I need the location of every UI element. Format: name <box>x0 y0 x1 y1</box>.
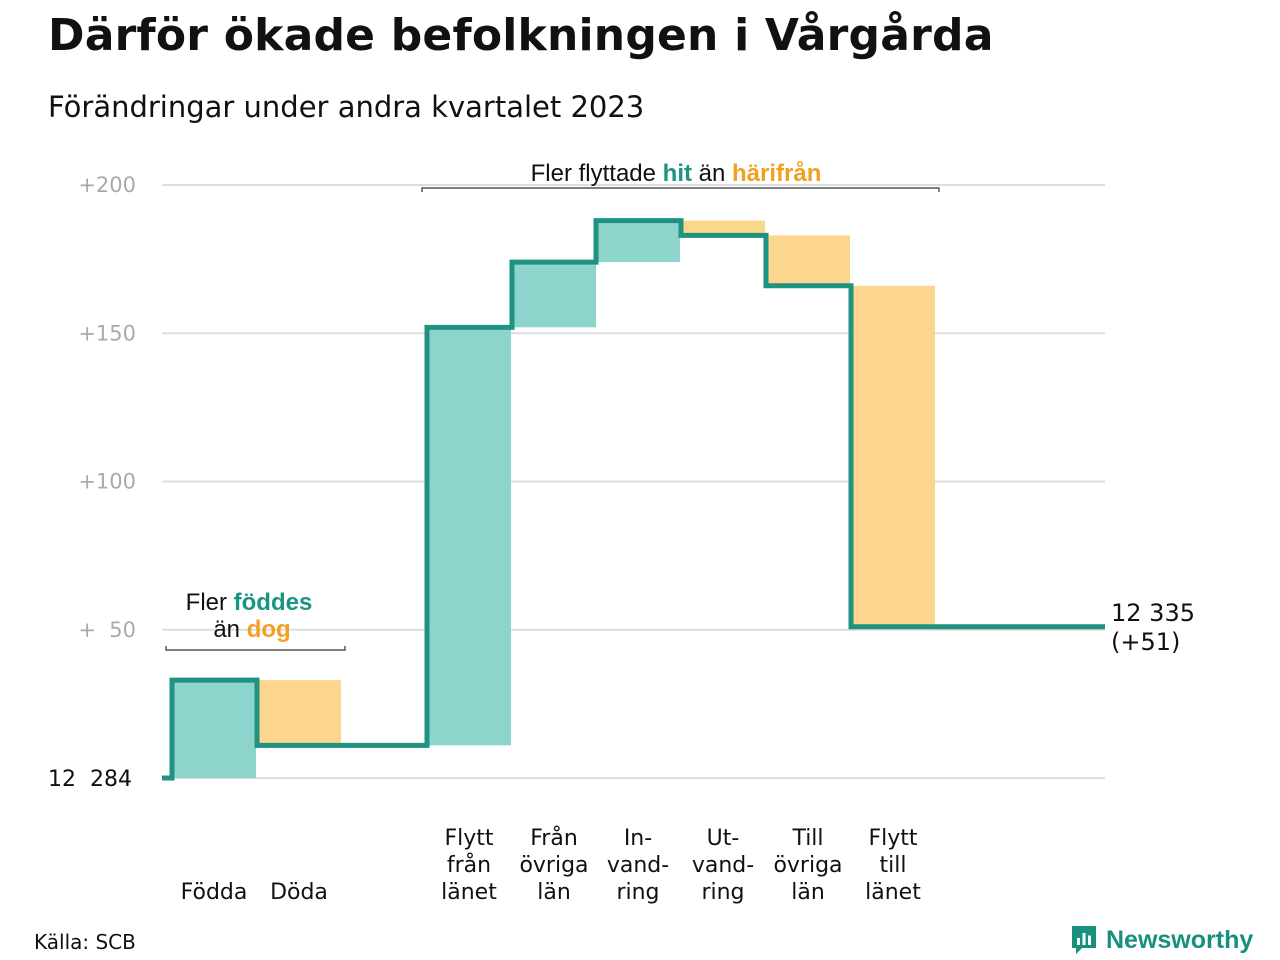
bar-increase <box>427 327 511 746</box>
category-label: Födda <box>181 880 248 905</box>
y-tick-label: + 50 <box>78 618 136 642</box>
category-label: Ut-vand-ring <box>692 826 754 905</box>
cumulative-step-line <box>162 218 1105 781</box>
category-label: Döda <box>270 880 328 905</box>
y-tick-label: +200 <box>78 173 136 197</box>
annotation-births-line1: Fler föddes <box>186 589 313 616</box>
y-tick-label: +150 <box>78 321 136 345</box>
bar-increase <box>512 262 596 328</box>
chart-title: Därför ökade befolkningen i Vårgårda <box>48 10 994 61</box>
category-label: Flytt från länet <box>441 826 497 905</box>
category-label: Flytt till länet <box>865 826 921 905</box>
bar-increase <box>596 220 680 263</box>
category-label: Till övriga län <box>773 826 842 905</box>
annotation-births-line2: än dog <box>213 616 290 643</box>
annotation-migration: Fler flyttade hit än härifrån <box>531 160 822 187</box>
bar-increase <box>172 680 256 778</box>
bracket-migration <box>421 187 940 192</box>
category-label: In-vand-ring <box>607 826 669 905</box>
category-label: Från övriga län <box>519 825 588 905</box>
bar-decrease <box>766 235 850 286</box>
end-change-label: (+51) <box>1111 628 1180 656</box>
y-tick-label: +100 <box>78 470 136 494</box>
base-value-label: 12 284 <box>48 767 132 792</box>
bar-decrease <box>851 285 935 627</box>
chart-subtitle: Förändringar under andra kvartalet 2023 <box>48 90 645 124</box>
bracket-births-deaths <box>165 646 346 651</box>
bar-chart-icon <box>1072 926 1096 954</box>
brand-name: Newsworthy <box>1106 925 1254 954</box>
source-note: Källa: SCB <box>34 930 136 954</box>
bar-decrease <box>681 220 765 236</box>
bar-decrease <box>257 680 341 746</box>
end-value-label: 12 335 <box>1111 599 1195 627</box>
brand-logo: Newsworthy <box>1070 924 1253 956</box>
